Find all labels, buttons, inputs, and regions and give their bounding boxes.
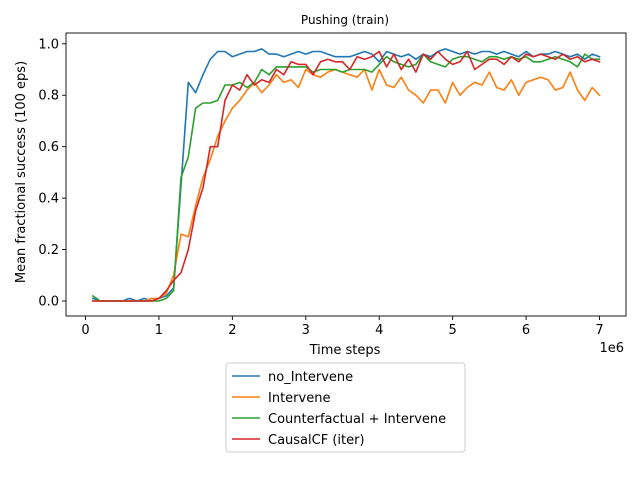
x-tick-label: 3 [302,323,310,338]
x-axis: 0 1 2 3 4 5 6 7 [81,316,604,338]
y-tick-label: 0.6 [38,140,59,155]
x-tick-label: 2 [228,323,236,338]
series-line-3 [92,50,601,302]
x-tick-label: 0 [81,323,89,338]
x-axis-label: Time steps [309,343,381,358]
series-line-2 [91,53,601,302]
legend-label-1: Intervene [268,391,330,406]
y-tick-label: 0.8 [38,89,59,104]
plot-area [65,32,627,317]
x-tick-label: 4 [375,323,383,338]
legend: no_Intervene Intervene Counterfactual + In… [225,362,466,453]
x-tick-label: 6 [522,323,530,338]
axes-frame [65,32,627,317]
y-axis-label: Mean fractional success (100 eps) [14,61,29,283]
x-axis-offset-text: 1e6 [599,341,624,356]
x-tick-label: 5 [449,323,457,338]
legend-label-2: Counterfactual + Intervene [268,412,446,427]
y-tick-label: 1.0 [38,37,59,52]
x-tick-label: 1 [155,323,163,338]
y-tick-label: 0.0 [38,295,59,310]
legend-label-3: CausalCF (iter) [268,433,365,448]
chart-title: Pushing (train) [301,13,389,27]
y-tick-label: 0.4 [38,192,59,207]
legend-box [225,362,466,453]
x-tick-label: 7 [595,323,603,338]
legend-label-0: no_Intervene [268,370,353,385]
y-axis: 0.0 0.2 0.4 0.6 0.8 1.0 [38,37,66,310]
series-line-1 [92,68,601,302]
y-tick-label: 0.2 [38,243,59,258]
